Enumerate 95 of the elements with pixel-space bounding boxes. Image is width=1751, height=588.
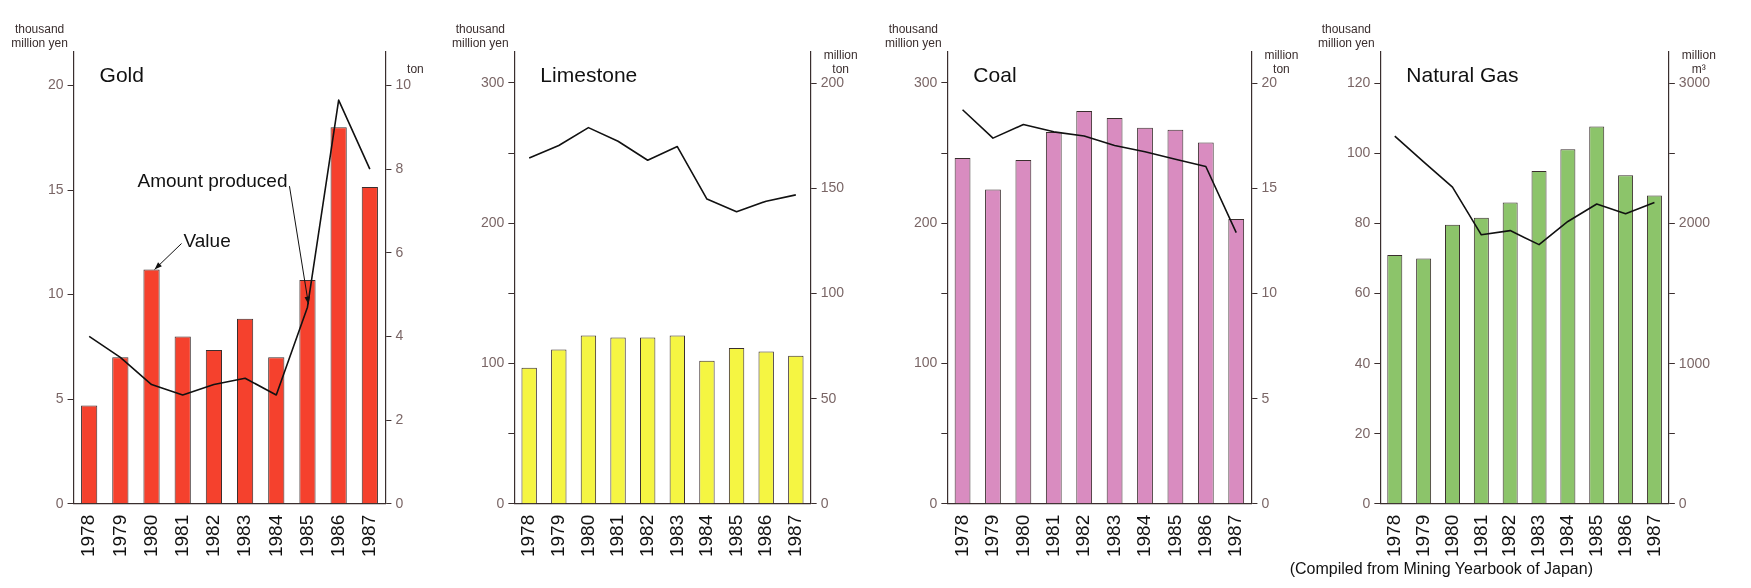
x-tick-label: 1984 bbox=[1556, 514, 1578, 558]
x-tick-label: 1981 bbox=[1042, 514, 1064, 558]
y2-tick-label: 100 bbox=[820, 284, 845, 301]
y-tick-label: 15 bbox=[47, 180, 64, 197]
x-tick-label: 1982 bbox=[635, 514, 657, 558]
y2-tick-label: 5 bbox=[1261, 389, 1270, 406]
y-tick-label: 20 bbox=[1354, 424, 1371, 441]
y2-tick-label: 15 bbox=[1261, 179, 1278, 196]
x-tick-label: 1978 bbox=[517, 514, 539, 558]
y2-axis-title: million ton bbox=[823, 48, 858, 77]
y2-tick-label: 20 bbox=[1261, 74, 1278, 91]
y-axis-title: thousand million yen bbox=[11, 22, 68, 51]
x-tick-label: 1984 bbox=[1133, 514, 1155, 558]
x-tick-label: 1986 bbox=[1194, 514, 1216, 558]
x-tick-label: 1983 bbox=[1102, 514, 1124, 558]
y-tick-label: 80 bbox=[1354, 214, 1371, 231]
y-tick-label: 100 bbox=[481, 354, 505, 371]
y-tick-label: 300 bbox=[914, 73, 938, 90]
y2-tick-label: 0 bbox=[1678, 494, 1687, 511]
x-tick-label: 1985 bbox=[295, 514, 317, 558]
y2-tick-label: 200 bbox=[820, 74, 845, 91]
y-tick-label: 60 bbox=[1354, 284, 1371, 301]
y-tick-label: 0 bbox=[929, 494, 938, 511]
x-tick-label: 1983 bbox=[233, 514, 255, 558]
x-tick-label: 1987 bbox=[358, 514, 380, 558]
x-tick-label: 1981 bbox=[606, 514, 628, 558]
y2-axis-title: million ton bbox=[1264, 48, 1299, 77]
y2-tick-label: 2000 bbox=[1678, 214, 1711, 231]
y-tick-label: 100 bbox=[914, 354, 938, 371]
x-tick-label: 1986 bbox=[754, 514, 776, 558]
x-tick-label: 1978 bbox=[950, 514, 972, 558]
y-tick-label: 40 bbox=[1354, 354, 1371, 371]
x-tick-label: 1986 bbox=[326, 514, 348, 558]
x-tick-label: 1980 bbox=[1440, 514, 1462, 558]
x-tick-label: 1980 bbox=[1011, 514, 1033, 558]
y-tick-label: 0 bbox=[496, 494, 505, 511]
x-tick-label: 1984 bbox=[264, 514, 286, 558]
x-tick-label: 1986 bbox=[1613, 514, 1635, 558]
text: Limestone bbox=[540, 63, 638, 87]
y2-tick-label: 1000 bbox=[1678, 354, 1711, 371]
y-tick-label: 300 bbox=[481, 73, 505, 90]
y2-tick-label: 0 bbox=[1261, 494, 1270, 511]
x-tick-label: 1979 bbox=[1411, 514, 1433, 558]
y2-axis-title: million m³ bbox=[1681, 48, 1716, 77]
y-tick-label: 200 bbox=[914, 214, 938, 231]
annotation: Amount produced bbox=[137, 170, 288, 192]
y2-tick-label: 0 bbox=[395, 494, 404, 511]
y-tick-label: 10 bbox=[47, 285, 64, 302]
y2-axis-title: ton bbox=[407, 62, 424, 77]
y2-tick-label: 2 bbox=[395, 410, 404, 427]
x-tick-label: 1979 bbox=[108, 514, 130, 558]
y-axis-title: thousand million yen bbox=[1318, 22, 1375, 51]
text: (Compiled from Mining Yearbook of Japan) bbox=[1288, 560, 1593, 578]
y2-tick-label: 4 bbox=[395, 327, 404, 344]
x-tick-label: 1984 bbox=[695, 514, 717, 558]
x-tick-label: 1987 bbox=[1224, 514, 1246, 558]
y-tick-label: 20 bbox=[47, 76, 64, 93]
x-tick-label: 1983 bbox=[1527, 514, 1549, 558]
y-tick-label: 5 bbox=[55, 390, 64, 407]
y-axis-title: thousand million yen bbox=[452, 22, 509, 51]
y-tick-label: 0 bbox=[55, 494, 64, 511]
x-tick-label: 1985 bbox=[1163, 514, 1185, 558]
x-tick-label: 1987 bbox=[1642, 514, 1664, 558]
y2-tick-label: 0 bbox=[820, 494, 829, 511]
y2-tick-label: 150 bbox=[820, 179, 845, 196]
y2-tick-label: 6 bbox=[395, 243, 404, 260]
y2-tick-label: 8 bbox=[395, 159, 404, 176]
y-tick-label: 200 bbox=[481, 214, 505, 231]
x-tick-label: 1981 bbox=[170, 514, 192, 558]
x-tick-label: 1978 bbox=[1383, 514, 1405, 558]
x-tick-label: 1982 bbox=[202, 514, 224, 558]
y2-tick-label: 3000 bbox=[1678, 74, 1711, 91]
x-tick-label: 1987 bbox=[784, 514, 806, 558]
x-tick-label: 1979 bbox=[981, 514, 1003, 558]
text: Natural Gas bbox=[1406, 63, 1519, 87]
text: Gold bbox=[99, 63, 144, 87]
y2-tick-label: 50 bbox=[820, 389, 837, 406]
y2-tick-label: 10 bbox=[395, 76, 412, 93]
x-tick-label: 1979 bbox=[547, 514, 569, 558]
x-tick-label: 1980 bbox=[139, 514, 161, 558]
y-axis-title: thousand million yen bbox=[885, 22, 942, 51]
y-tick-label: 120 bbox=[1347, 74, 1371, 91]
y2-tick-label: 10 bbox=[1261, 284, 1278, 301]
x-tick-label: 1978 bbox=[77, 514, 99, 558]
x-tick-label: 1982 bbox=[1072, 514, 1094, 558]
x-tick-label: 1983 bbox=[665, 514, 687, 558]
y-tick-label: 0 bbox=[1362, 494, 1371, 511]
x-tick-label: 1982 bbox=[1498, 514, 1520, 558]
annotation: Value bbox=[183, 229, 231, 251]
y-tick-label: 100 bbox=[1347, 144, 1371, 161]
text: Coal bbox=[973, 63, 1017, 87]
x-tick-label: 1981 bbox=[1469, 514, 1491, 558]
x-tick-label: 1985 bbox=[1584, 514, 1606, 558]
x-tick-label: 1985 bbox=[724, 514, 746, 558]
x-tick-label: 1980 bbox=[576, 514, 598, 558]
